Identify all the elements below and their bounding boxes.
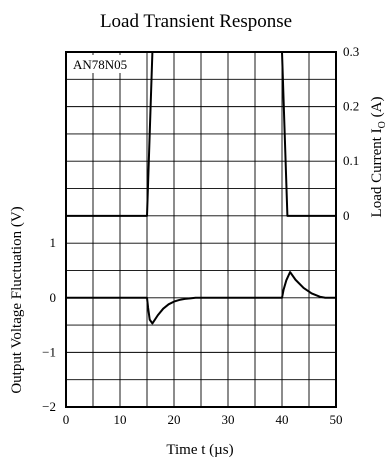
y-right-tick-label: 0 [343,208,350,223]
x-tick-label: 40 [276,412,289,427]
y-left-tick-label: 1 [50,235,57,250]
series-layer [65,51,337,325]
y-right-tick-label: 0.2 [343,99,359,114]
x-axis-label: Time t (µs) [166,442,233,458]
x-tick-label: 30 [222,412,235,427]
x-tick-label: 10 [114,412,127,427]
y-left-tick-label: −1 [42,344,56,359]
annotation-background [70,55,134,73]
y-right-axis-label-unit: (A) [369,97,385,122]
x-tick-label: 0 [63,412,70,427]
y-right-tick-labels: 0.3 0.2 0.1 0 [343,44,359,223]
y-right-axis-label-subscript: O [377,121,388,128]
y-right-axis-label-main: Load Current I [369,128,385,217]
chart-title: Load Transient Response [100,11,292,32]
y-left-tick-label: −2 [42,399,56,414]
y-left-tick-labels: 1 0 −1 −2 [42,235,56,414]
y-left-tick-label: 0 [50,290,57,305]
y-right-tick-label: 0.1 [343,153,359,168]
output-voltage-line [65,271,337,325]
load-current-line [65,51,337,217]
y-left-axis-label: Output Voltage Fluctuation (V) [9,206,25,393]
x-tick-label: 20 [168,412,181,427]
grid-lines [66,52,336,407]
y-right-axis-label: Load Current IO (A) [369,97,388,218]
x-tick-labels: 0 10 20 30 40 50 [63,412,343,427]
chart-annotation: AN78N05 [73,57,127,72]
x-tick-label: 50 [330,412,343,427]
y-right-tick-label: 0.3 [343,44,359,59]
